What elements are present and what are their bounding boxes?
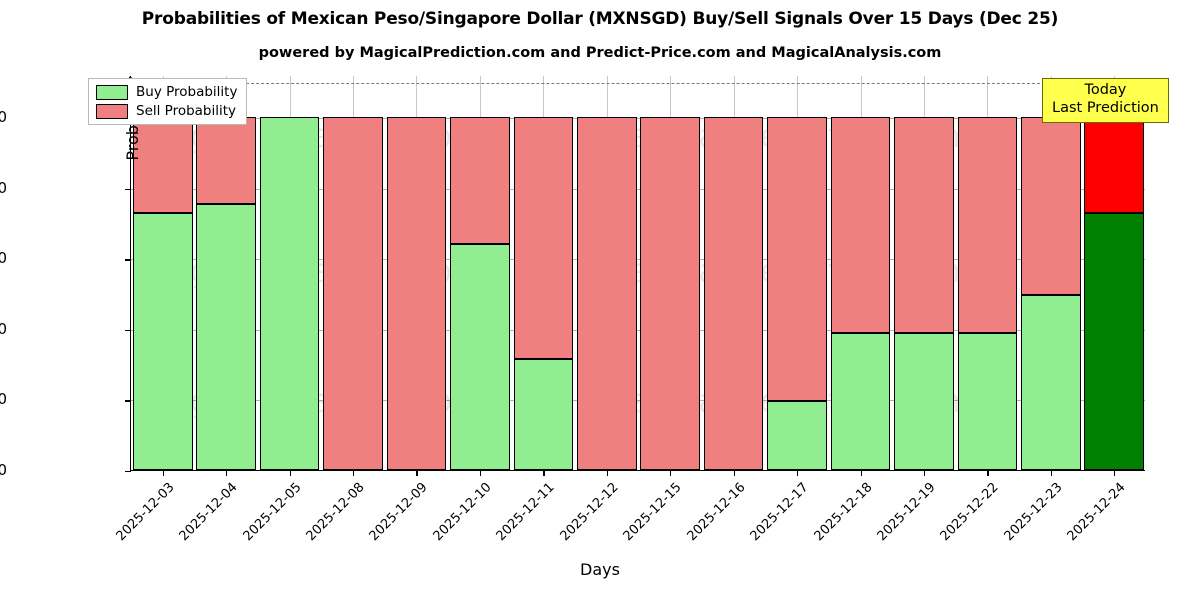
bar-segment-sell[interactable] — [386, 117, 447, 470]
bar-segment-sell[interactable] — [1021, 117, 1081, 296]
x-tick-mark — [923, 470, 926, 476]
bar-segment-sell[interactable] — [450, 117, 510, 245]
bar-group[interactable] — [830, 75, 891, 470]
bar-segment-sell[interactable] — [767, 117, 827, 402]
legend-swatch-buy — [96, 84, 128, 100]
bar-segment-sell[interactable] — [1084, 117, 1145, 213]
bar-segment-buy[interactable] — [450, 244, 510, 470]
bar-segment-buy[interactable] — [513, 358, 574, 470]
bar-segment-buy[interactable] — [1021, 295, 1081, 470]
bar-segment-sell[interactable] — [703, 117, 764, 470]
x-axis-title: Days — [580, 560, 620, 579]
chart-title: Probabilities of Mexican Peso/Singapore … — [141, 9, 1059, 29]
x-tick-mark — [543, 470, 545, 476]
x-tick-mark — [606, 470, 608, 476]
bar-segment-sell[interactable] — [576, 117, 637, 470]
chart-subtitle: powered by MagicalPrediction.com and Pre… — [258, 45, 942, 61]
legend-label-sell: Sell Probability — [136, 103, 237, 119]
bar-group[interactable] — [259, 75, 320, 470]
x-tick-mark — [289, 470, 291, 476]
bar-group[interactable] — [957, 75, 1018, 470]
annotation-line-1: Today — [1084, 82, 1127, 98]
bar-group[interactable] — [132, 75, 193, 470]
y-tick-label: 60 — [0, 249, 7, 268]
y-tick-mark — [125, 471, 131, 473]
bar-segment-buy[interactable] — [132, 212, 193, 470]
bar-segment-buy[interactable] — [1084, 212, 1145, 470]
bar-segment-buy[interactable] — [894, 333, 954, 470]
bar-group[interactable] — [450, 75, 510, 470]
bar-segment-sell[interactable] — [640, 117, 701, 470]
bar-segment-sell[interactable] — [830, 117, 891, 334]
y-tick-mark — [125, 329, 131, 332]
y-tick-mark — [125, 400, 131, 402]
legend-item-sell: Sell Probability — [96, 103, 237, 119]
bar-group[interactable] — [386, 75, 447, 470]
x-tick-mark — [226, 470, 228, 476]
bar-segment-buy[interactable] — [767, 401, 827, 470]
x-tick-mark — [1114, 470, 1116, 476]
annotation-line-2: Last Prediction — [1052, 99, 1159, 116]
bar-group[interactable] — [1021, 75, 1081, 470]
x-tick-mark — [162, 470, 164, 476]
x-tick-mark — [479, 470, 482, 476]
x-tick-mark — [797, 470, 799, 476]
x-tick-mark — [670, 470, 672, 476]
x-tick-mark — [860, 470, 862, 476]
y-tick-label: 20 — [0, 390, 7, 409]
gridline — [131, 118, 1145, 120]
bar-segment-buy[interactable] — [196, 204, 256, 470]
today-last-prediction-annotation: Today Last Prediction — [1042, 78, 1169, 124]
bar-group[interactable] — [513, 75, 574, 470]
bar-group[interactable] — [703, 75, 764, 470]
y-tick-label: 0 — [0, 461, 7, 479]
bar-group[interactable] — [894, 75, 954, 470]
y-tick-label: 40 — [0, 319, 7, 338]
chart-legend: Buy Probability Sell Probability — [88, 78, 248, 125]
bar-segment-buy[interactable] — [259, 117, 320, 470]
bar-segment-sell[interactable] — [132, 117, 193, 213]
bar-group[interactable] — [576, 75, 637, 470]
bar-group[interactable] — [323, 75, 383, 470]
bar-group[interactable] — [1084, 75, 1145, 470]
y-tick-label: 80 — [0, 178, 7, 197]
legend-item-buy: Buy Probability — [96, 84, 237, 100]
x-tick-mark — [353, 470, 355, 476]
bar-segment-buy[interactable] — [957, 333, 1018, 470]
legend-swatch-sell — [96, 103, 128, 119]
y-tick-label: 100 — [0, 108, 7, 127]
gridline — [131, 259, 1145, 261]
bar-group[interactable] — [767, 75, 827, 470]
bar-segment-sell[interactable] — [323, 117, 383, 470]
bar-segment-sell[interactable] — [894, 117, 954, 334]
gridline — [131, 329, 1145, 331]
x-tick-mark — [733, 470, 735, 476]
bar-segment-sell[interactable] — [196, 117, 256, 205]
bar-group[interactable] — [640, 75, 701, 470]
x-tick-mark — [987, 470, 989, 476]
gridline — [131, 188, 1145, 190]
reference-line — [131, 83, 1145, 85]
plot-area: MagicalAnalysis.comMagicalPrediction.com… — [0, 75, 1145, 544]
y-tick-mark — [125, 259, 131, 261]
gridline — [131, 400, 1145, 402]
bar-segment-sell[interactable] — [513, 117, 574, 359]
legend-label-buy: Buy Probability — [136, 84, 238, 100]
bar-segment-sell[interactable] — [957, 117, 1018, 334]
x-tick-mark — [416, 470, 418, 476]
x-tick-mark — [1050, 470, 1053, 476]
bar-segment-buy[interactable] — [830, 333, 891, 470]
bar-group[interactable] — [196, 75, 256, 470]
y-tick-mark — [125, 188, 131, 191]
